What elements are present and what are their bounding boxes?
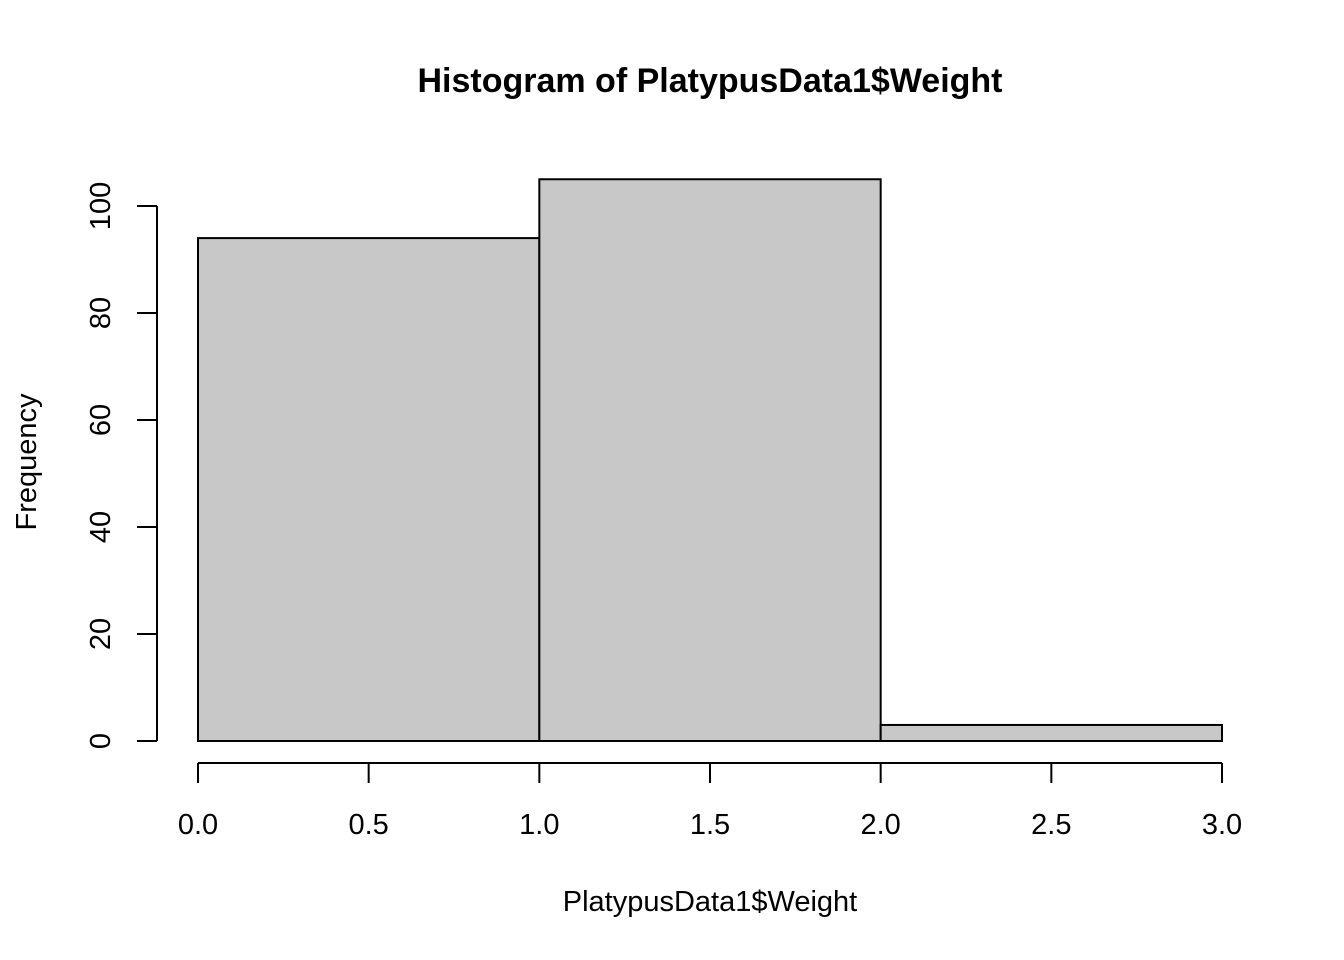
x-axis: 0.0 0.5 1.0 1.5 2.0 2.5 3.0 [178,762,1242,841]
y-tick-label-60: 60 [85,404,117,436]
y-tick-label-0: 0 [85,733,117,749]
x-tick-label-2.5: 2.5 [1031,809,1071,841]
x-tick-label-1.0: 1.0 [519,809,559,841]
histogram-bar-3 [879,723,1224,743]
histogram-bar-2 [538,178,882,742]
y-axis: 0 20 40 60 80 100 [85,182,158,749]
bars-group [197,178,1224,743]
y-axis-label: Frequency [11,393,43,531]
x-tick-label-0.0: 0.0 [178,809,218,841]
x-tick-label-2.0: 2.0 [861,809,901,841]
x-tick-label-0.5: 0.5 [349,809,389,841]
x-tick-label-1.5: 1.5 [690,809,730,841]
y-tick-label-20: 20 [85,618,117,650]
y-tick-label-100: 100 [85,182,117,230]
y-tick-label-40: 40 [85,511,117,543]
y-tick-label-80: 80 [85,297,117,329]
x-axis-label: PlatypusData1$Weight [563,886,857,918]
histogram-bar-1 [197,237,541,742]
chart-title: Histogram of PlatypusData1$Weight [417,62,1002,100]
x-tick-label-3.0: 3.0 [1202,809,1242,841]
